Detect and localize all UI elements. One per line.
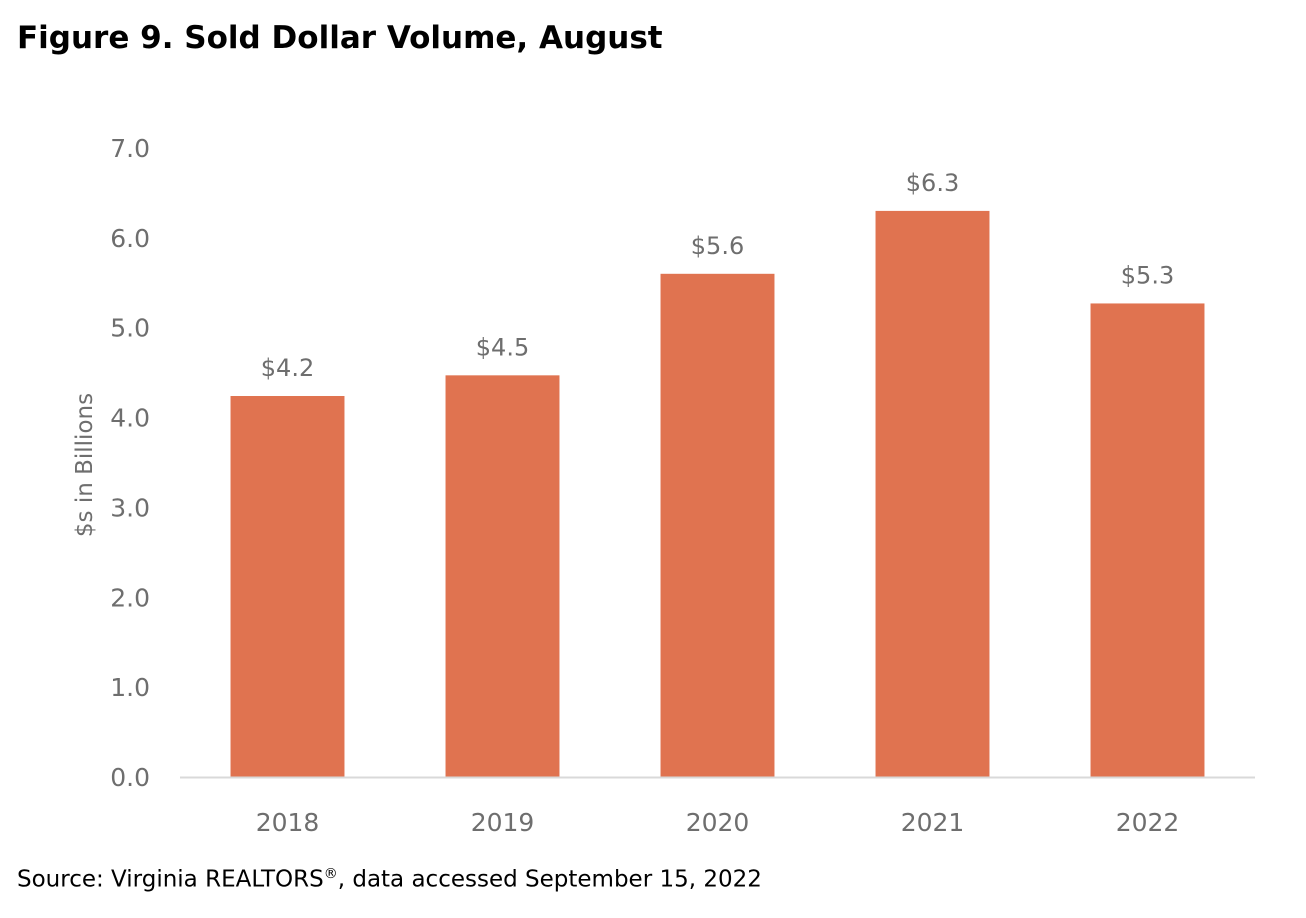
y-tick-label: 1.0 bbox=[110, 673, 150, 702]
source-note: Source: Virginia REALTORS®, data accesse… bbox=[17, 866, 762, 893]
source-prefix: Source: Virginia REALTORS bbox=[17, 866, 324, 893]
x-tick-label: 2021 bbox=[901, 808, 965, 837]
data-label: $4.5 bbox=[476, 333, 529, 361]
registered-mark: ® bbox=[323, 866, 338, 882]
data-label: $4.2 bbox=[261, 354, 314, 382]
y-axis-ticks: 0.0 1.0 2.0 3.0 4.0 5.0 6.0 7.0 bbox=[110, 134, 150, 792]
y-tick-label: 5.0 bbox=[110, 314, 150, 343]
bar bbox=[230, 396, 345, 777]
x-tick-label: 2020 bbox=[686, 808, 750, 837]
y-tick-label: 3.0 bbox=[110, 493, 150, 522]
y-axis-title: $s in Billions bbox=[72, 393, 98, 537]
data-label: $5.6 bbox=[691, 232, 744, 260]
bar bbox=[445, 375, 560, 777]
bar bbox=[1090, 303, 1205, 777]
y-tick-label: 7.0 bbox=[110, 134, 150, 163]
y-tick-label: 6.0 bbox=[110, 224, 150, 253]
x-axis-category-labels: 2018 2019 2020 2021 2022 bbox=[256, 808, 1180, 837]
data-label: $6.3 bbox=[906, 169, 959, 197]
y-tick-label: 2.0 bbox=[110, 583, 150, 612]
x-tick-label: 2022 bbox=[1116, 808, 1180, 837]
source-suffix: , data accessed September 15, 2022 bbox=[337, 866, 762, 893]
bar bbox=[660, 273, 775, 777]
x-tick-label: 2018 bbox=[256, 808, 320, 837]
data-labels: $4.2 $4.5 $5.6 $6.3 $5.3 bbox=[261, 169, 1174, 382]
bars bbox=[230, 210, 1205, 777]
y-tick-label: 4.0 bbox=[110, 404, 150, 433]
bar bbox=[875, 210, 990, 777]
y-tick-label: 0.0 bbox=[110, 763, 150, 792]
x-tick-label: 2019 bbox=[471, 808, 535, 837]
data-label: $5.3 bbox=[1121, 261, 1174, 289]
figure-title: Figure 9. Sold Dollar Volume, August bbox=[17, 20, 663, 56]
